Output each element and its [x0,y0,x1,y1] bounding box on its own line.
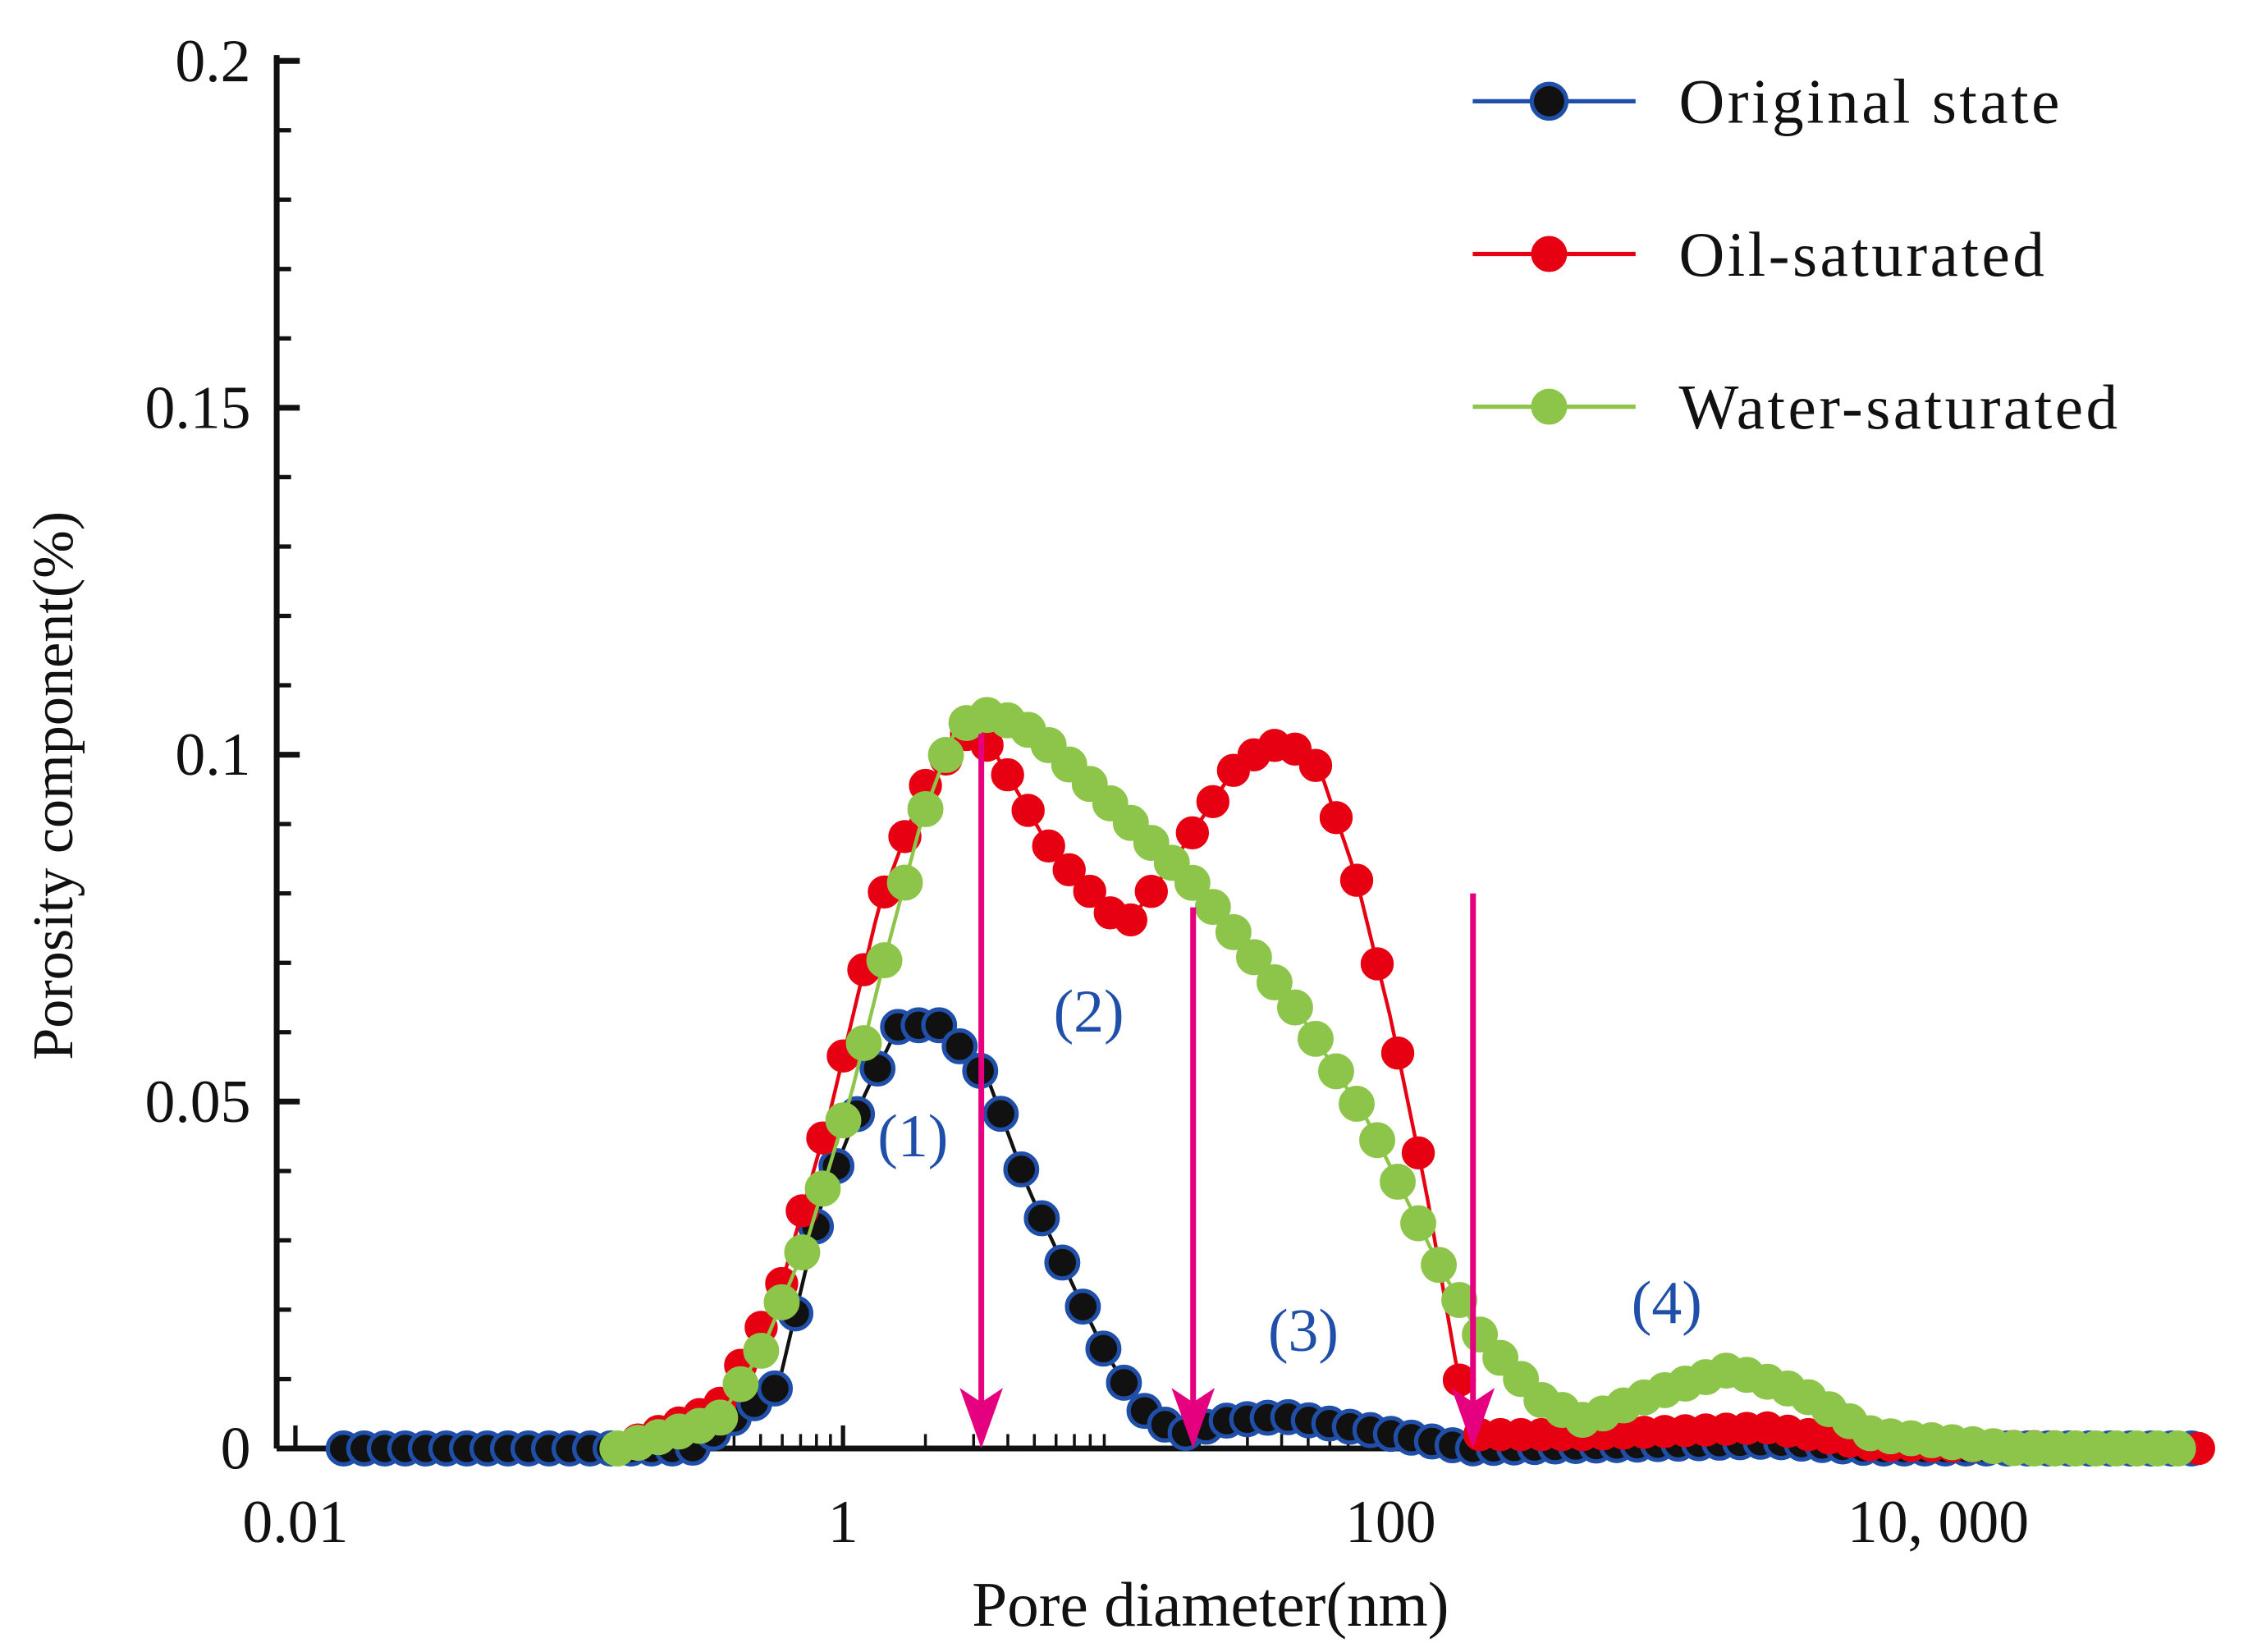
y-tick-label: 0 [221,1415,251,1482]
data-point [757,1370,794,1407]
data-point [702,1399,739,1436]
y-tick-label: 0.2 [175,27,250,94]
y-axis-title: Porosity component(%) [21,511,85,1060]
data-point [1044,1244,1081,1281]
region-label: (3) [1268,1297,1339,1364]
data-point [785,1194,819,1228]
x-tick-label: 0.01 [242,1488,348,1555]
data-point [886,864,923,901]
data-point [804,1170,841,1207]
data-point [722,1366,759,1403]
data-point [866,942,903,979]
data-point [1276,989,1313,1026]
data-point [1215,913,1252,950]
data-point [1106,1364,1142,1401]
legend-label: Oil-saturated [1678,219,2047,290]
series-line [616,733,2200,1451]
data-point [845,1025,882,1061]
series-original-state [325,1007,2210,1467]
legend-marker [1531,236,1568,272]
data-point [888,820,922,853]
data-point [1175,816,1210,849]
arrow-head [959,1388,1003,1448]
data-point [1339,863,1374,897]
data-point [1421,1247,1458,1284]
data-point [941,1027,978,1064]
data-point [1194,889,1231,926]
arrow-head [1451,1388,1495,1448]
data-point [1401,1136,1435,1169]
legend-label: Original state [1678,66,2062,137]
data-point [1360,947,1394,981]
data-point [1174,864,1211,901]
data-point [1011,794,1045,827]
data-point [1256,964,1293,1000]
y-tick-label: 0.15 [144,373,250,441]
data-point [1023,1200,1060,1237]
region-label: (2) [1054,977,1124,1045]
x-tick-label: 10, 000 [1847,1488,2029,1555]
data-point [1359,1122,1395,1159]
labels: (1) (2) (3) (4) [877,977,1701,1364]
data-point [1318,1053,1354,1090]
data-point [1339,1086,1375,1122]
data-point [1073,874,1106,908]
series-line [343,1023,2200,1451]
data-point [907,791,944,827]
data-point [1032,829,1065,863]
series-layer [325,697,2215,1467]
data-point [1064,1288,1101,1325]
x-axis-title: Pore diameter(nm) [972,1569,1449,1640]
data-point [1380,1036,1415,1070]
legend-marker [1529,81,1569,121]
data-point [1441,1282,1478,1319]
data-point [1380,1164,1416,1200]
data-point [763,1284,800,1320]
data-point [1114,903,1147,937]
data-point [1134,875,1168,908]
data-point [1400,1205,1436,1242]
x-tick-label: 100 [1345,1488,1436,1555]
data-point [784,1234,821,1271]
data-point [921,1007,958,1044]
data-point [743,1332,780,1369]
data-point [1298,748,1333,782]
arrows [959,734,1495,1448]
series-water-saturated [599,697,2196,1467]
y-tick-label: 0.05 [144,1068,250,1135]
x-tick-label: 1 [828,1488,858,1555]
data-point [1319,801,1353,835]
region-label: (4) [1632,1269,1702,1336]
y-tick-label: 0.1 [175,721,250,788]
data-point [1235,939,1272,976]
data-point [2159,1430,2196,1467]
data-point [1196,785,1230,818]
data-point [982,1096,1019,1133]
data-point [991,757,1024,792]
data-point [927,737,964,773]
arrow-head [1171,1388,1216,1448]
data-point [1085,1330,1122,1367]
series-oil-saturated [601,717,2215,1466]
legend: Original state Oil-saturated Water-saturat… [1472,66,2120,442]
legend-marker [1531,388,1568,425]
data-point [1052,853,1086,887]
data-point [1297,1020,1334,1057]
legend-label: Water-saturated [1678,372,2120,442]
series-line [616,712,2195,1451]
data-point [1003,1151,1040,1188]
data-point [825,1102,862,1139]
region-label: (1) [877,1102,948,1169]
